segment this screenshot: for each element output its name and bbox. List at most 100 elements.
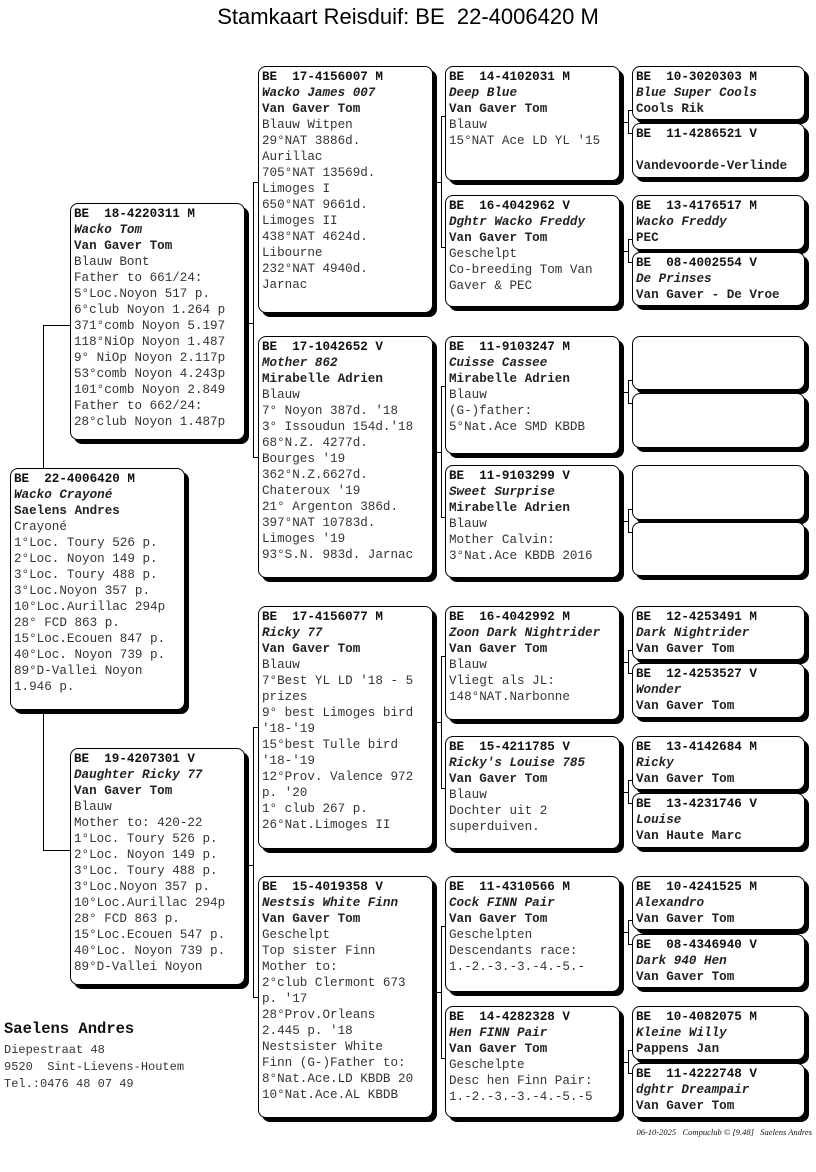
performance-note: Limoges II bbox=[262, 214, 338, 228]
connector-line bbox=[253, 727, 258, 728]
performance-note: 2°Loc. Noyon 149 p. bbox=[74, 848, 218, 862]
connector-line bbox=[628, 780, 629, 803]
breeder-name: Van Gaver Tom bbox=[636, 699, 735, 713]
ring-number: BE 14-4102031 M bbox=[449, 70, 570, 84]
connector-line bbox=[620, 121, 628, 123]
ancestor-card: BE 11-4310566 M Cock FINN Pair Van Gaver T… bbox=[445, 876, 620, 992]
ancestor-card: BE 08-4346940 V Dark 940 Hen Van Gaver Tom bbox=[632, 934, 805, 988]
pigeon-name: Deep Blue bbox=[449, 86, 518, 100]
performance-note: 10°Loc.Aurillac 294p bbox=[14, 600, 166, 614]
pigeon-color: Blauw bbox=[449, 658, 487, 672]
ring-number: BE 13-4142684 M bbox=[636, 740, 757, 754]
ring-number: BE 17-4156007 M bbox=[262, 70, 383, 84]
performance-note: prizes bbox=[262, 690, 308, 704]
performance-note: 2.445 p. '18 bbox=[262, 1024, 353, 1038]
performance-note: Vliegt als JL: bbox=[449, 674, 555, 688]
connector-line bbox=[628, 403, 632, 404]
performance-note: 3° Issoudun 154d.'18 bbox=[262, 420, 414, 434]
ancestor-card: BE 12-4253491 M Dark Nightrider Van Gaver … bbox=[632, 606, 805, 660]
connector-line bbox=[620, 250, 628, 252]
pigeon-name bbox=[636, 355, 801, 371]
ring-number: BE 08-4002554 V bbox=[636, 256, 757, 270]
ancestor-card: BE 11-4222748 V dghtr Dreampair Van Gaver … bbox=[632, 1063, 805, 1118]
connector-line bbox=[628, 239, 632, 240]
connector-line bbox=[628, 920, 632, 921]
ring-number: BE 10-4082075 M bbox=[636, 1010, 757, 1024]
performance-note: 21° Argenton 386d. bbox=[262, 500, 399, 514]
performance-note: 2°Loc. Noyon 149 p. bbox=[14, 552, 158, 566]
performance-note: Aurillac bbox=[262, 150, 323, 164]
connector-line bbox=[628, 110, 632, 111]
ring-number: BE 19-4207301 V bbox=[74, 752, 195, 766]
performance-note: 3°Loc.Noyon 357 p. bbox=[74, 880, 211, 894]
breeder-name: Van Gaver Tom bbox=[262, 642, 361, 656]
breeder-name: Van Gaver Tom bbox=[449, 102, 548, 116]
pigeon-name: Wacko Tom bbox=[74, 223, 143, 237]
performance-note: Co-breeding Tom Van bbox=[449, 263, 593, 277]
pigeon-name: Alexandro bbox=[636, 896, 705, 910]
ring-number: BE 08-4346940 V bbox=[636, 938, 757, 952]
breeder-info: Saelens Andres Diepestraat 48 9520 Sint-… bbox=[4, 1018, 184, 1093]
breeder-name bbox=[636, 428, 801, 444]
pigeon-color: Blauw bbox=[449, 788, 487, 802]
performance-note: 15°best Tulle bird bbox=[262, 738, 399, 752]
connector-line bbox=[441, 116, 442, 247]
performance-note: Dochter uit 2 bbox=[449, 804, 548, 818]
ring-number bbox=[636, 396, 801, 412]
ring-number: BE 12-4253491 M bbox=[636, 610, 757, 624]
connector-line bbox=[433, 992, 441, 993]
performance-note: 2°club Clermont 673 bbox=[262, 976, 406, 990]
ancestor-card: BE 13-4142684 M Ricky Van Gaver Tom bbox=[632, 736, 805, 790]
pigeon-color: Blauw bbox=[449, 517, 487, 531]
pigeon-name: Wacko James 007 bbox=[262, 86, 376, 100]
performance-note: (G-)father: bbox=[449, 404, 533, 418]
performance-note: 1° club 267 p. bbox=[262, 802, 368, 816]
subject-pigeon-card: BE 22-4006420 M Wacko Crayoné Saelens Andr… bbox=[10, 468, 185, 710]
ancestor-card bbox=[632, 522, 805, 576]
breeder-name: Van Gaver Tom bbox=[74, 239, 173, 253]
connector-line bbox=[253, 997, 258, 998]
performance-note: 15°Loc.Ecouen 547 p. bbox=[74, 928, 226, 942]
performance-note: Finn (G-)Father to: bbox=[262, 1056, 406, 1070]
connector-line bbox=[253, 457, 258, 458]
performance-note: 89°D-Vallei Noyon bbox=[74, 960, 203, 974]
breeder-name: Cools Rik bbox=[636, 102, 705, 116]
connector-line bbox=[628, 110, 629, 133]
performance-note: 10°Nat.Ace.AL KBDB bbox=[262, 1088, 399, 1102]
ring-number: BE 17-4156077 M bbox=[262, 610, 383, 624]
ancestor-card: BE 16-4042992 M Zoon Dark Nightrider Van G… bbox=[445, 606, 620, 720]
connector-line bbox=[628, 780, 632, 781]
ring-number: BE 11-9103299 V bbox=[449, 469, 570, 483]
breeder-name: Van Gaver Tom bbox=[636, 642, 735, 656]
connector-line bbox=[245, 323, 253, 324]
performance-note: 371°comb Noyon 5.197 bbox=[74, 319, 226, 333]
connector-line bbox=[43, 850, 70, 851]
ring-number: BE 22-4006420 M bbox=[14, 472, 135, 486]
ring-number: BE 11-9103247 M bbox=[449, 340, 570, 354]
ring-number: BE 11-4222748 V bbox=[636, 1067, 757, 1081]
performance-note: 1°Loc. Toury 526 p. bbox=[74, 832, 218, 846]
pigeon-name: Wacko Freddy bbox=[636, 215, 727, 229]
connector-line bbox=[253, 727, 254, 997]
performance-note: Desc hen Finn Pair: bbox=[449, 1074, 593, 1088]
connector-line bbox=[628, 650, 632, 651]
print-date: 06-10-2025 bbox=[636, 1127, 677, 1137]
ring-number: BE 16-4042992 M bbox=[449, 610, 570, 624]
performance-note: Jarnac bbox=[262, 278, 308, 292]
ring-number bbox=[636, 525, 801, 541]
pigeon-name: Cock FINN Pair bbox=[449, 896, 555, 910]
performance-note: 397°NAT 10783d. bbox=[262, 516, 376, 530]
pigeon-name: Dark Nightrider bbox=[636, 626, 750, 640]
pigeon-color: Crayoné bbox=[14, 520, 67, 534]
performance-note: 12°Prov. Valence 972 bbox=[262, 770, 414, 784]
performance-note: Top sister Finn bbox=[262, 944, 376, 958]
performance-note: 362°N.Z.6627d. bbox=[262, 468, 368, 482]
ring-number: BE 13-4176517 M bbox=[636, 199, 757, 213]
connector-line bbox=[441, 926, 442, 1058]
performance-note: 8°Nat.Ace.LD KBDB 20 bbox=[262, 1072, 414, 1086]
ring-number: BE 13-4231746 V bbox=[636, 797, 757, 811]
breeder-name: Van Gaver Tom bbox=[449, 231, 548, 245]
ancestor-card: BE 17-4156077 M Ricky 77 Van Gaver Tom Blau… bbox=[258, 606, 433, 849]
ring-number: BE 10-3020303 M bbox=[636, 70, 757, 84]
performance-note: 5°Loc.Noyon 517 p. bbox=[74, 287, 211, 301]
